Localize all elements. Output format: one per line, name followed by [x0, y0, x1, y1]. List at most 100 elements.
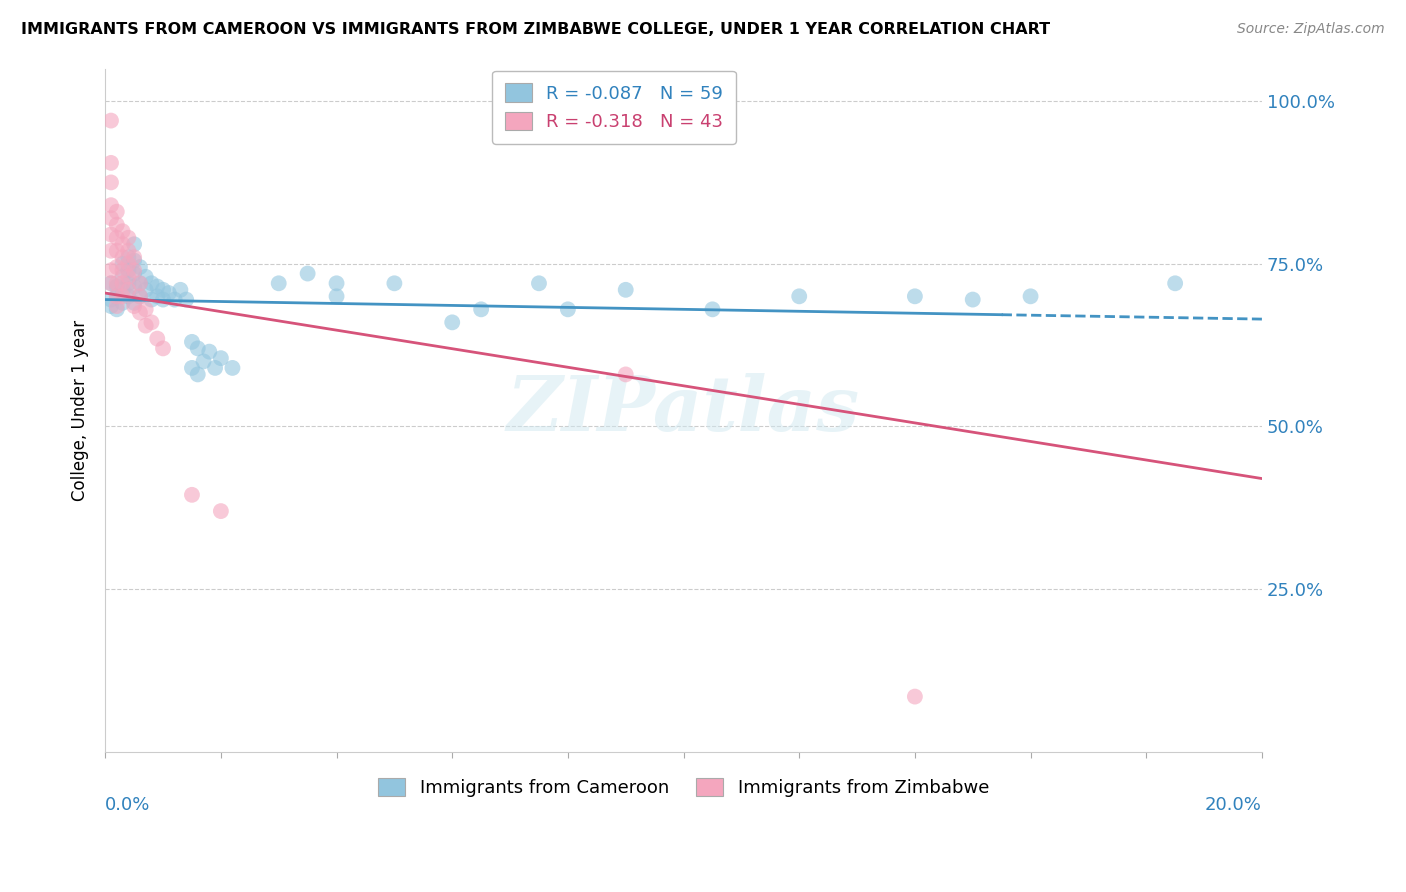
- Point: [141, 293, 163, 307]
- Point: [1019, 289, 1042, 303]
- Point: [181, 360, 204, 375]
- Point: [325, 289, 347, 303]
- Point: [100, 211, 122, 226]
- Point: [129, 277, 152, 291]
- Point: [209, 504, 232, 518]
- Point: [122, 263, 145, 277]
- Point: [111, 224, 134, 238]
- Point: [204, 360, 226, 375]
- Point: [105, 277, 128, 291]
- Point: [117, 244, 139, 258]
- Point: [146, 332, 169, 346]
- Point: [470, 302, 492, 317]
- Point: [187, 368, 209, 382]
- Point: [111, 257, 134, 271]
- Point: [267, 277, 290, 291]
- Y-axis label: College, Under 1 year: College, Under 1 year: [72, 319, 89, 500]
- Legend: Immigrants from Cameroon, Immigrants from Zimbabwe: Immigrants from Cameroon, Immigrants fro…: [371, 771, 997, 805]
- Point: [111, 295, 134, 310]
- Point: [111, 289, 134, 303]
- Point: [209, 351, 232, 366]
- Point: [152, 283, 174, 297]
- Point: [122, 250, 145, 264]
- Point: [105, 260, 128, 274]
- Point: [100, 198, 122, 212]
- Point: [105, 279, 128, 293]
- Point: [117, 263, 139, 277]
- Point: [100, 244, 122, 258]
- Point: [129, 289, 152, 303]
- Point: [157, 286, 180, 301]
- Point: [100, 277, 122, 291]
- Point: [111, 283, 134, 297]
- Point: [129, 305, 152, 319]
- Point: [100, 227, 122, 242]
- Point: [100, 263, 122, 277]
- Point: [111, 237, 134, 252]
- Point: [105, 231, 128, 245]
- Point: [100, 156, 122, 170]
- Point: [105, 289, 128, 303]
- Point: [141, 315, 163, 329]
- Point: [111, 269, 134, 284]
- Point: [174, 293, 197, 307]
- Point: [122, 299, 145, 313]
- Point: [1164, 277, 1187, 291]
- Point: [117, 277, 139, 291]
- Point: [181, 334, 204, 349]
- Point: [100, 293, 122, 307]
- Point: [105, 299, 128, 313]
- Point: [152, 293, 174, 307]
- Point: [100, 113, 122, 128]
- Point: [141, 277, 163, 291]
- Point: [146, 289, 169, 303]
- Point: [169, 283, 191, 297]
- Point: [117, 269, 139, 284]
- Point: [527, 277, 550, 291]
- Point: [100, 277, 122, 291]
- Point: [702, 302, 724, 317]
- Point: [111, 263, 134, 277]
- Point: [117, 283, 139, 297]
- Point: [297, 267, 319, 281]
- Point: [221, 360, 243, 375]
- Point: [117, 289, 139, 303]
- Point: [962, 293, 984, 307]
- Point: [122, 295, 145, 310]
- Point: [129, 260, 152, 274]
- Point: [441, 315, 464, 329]
- Point: [100, 176, 122, 190]
- Point: [181, 488, 204, 502]
- Point: [135, 302, 157, 317]
- Point: [122, 237, 145, 252]
- Point: [614, 283, 637, 297]
- Point: [135, 318, 157, 333]
- Point: [117, 231, 139, 245]
- Text: 0.0%: 0.0%: [105, 797, 150, 814]
- Point: [122, 279, 145, 293]
- Point: [384, 277, 406, 291]
- Point: [111, 277, 134, 291]
- Text: Source: ZipAtlas.com: Source: ZipAtlas.com: [1237, 22, 1385, 37]
- Point: [105, 289, 128, 303]
- Point: [105, 302, 128, 317]
- Point: [117, 250, 139, 264]
- Point: [100, 299, 122, 313]
- Point: [117, 257, 139, 271]
- Point: [787, 289, 810, 303]
- Point: [111, 250, 134, 264]
- Point: [187, 342, 209, 356]
- Point: [105, 204, 128, 219]
- Point: [557, 302, 579, 317]
- Point: [198, 344, 221, 359]
- Text: 20.0%: 20.0%: [1205, 797, 1263, 814]
- Text: ZIPatlas: ZIPatlas: [508, 373, 860, 447]
- Point: [146, 279, 169, 293]
- Point: [129, 289, 152, 303]
- Point: [105, 218, 128, 232]
- Point: [122, 253, 145, 268]
- Point: [163, 293, 186, 307]
- Text: IMMIGRANTS FROM CAMEROON VS IMMIGRANTS FROM ZIMBABWE COLLEGE, UNDER 1 YEAR CORRE: IMMIGRANTS FROM CAMEROON VS IMMIGRANTS F…: [21, 22, 1050, 37]
- Point: [325, 277, 347, 291]
- Point: [135, 269, 157, 284]
